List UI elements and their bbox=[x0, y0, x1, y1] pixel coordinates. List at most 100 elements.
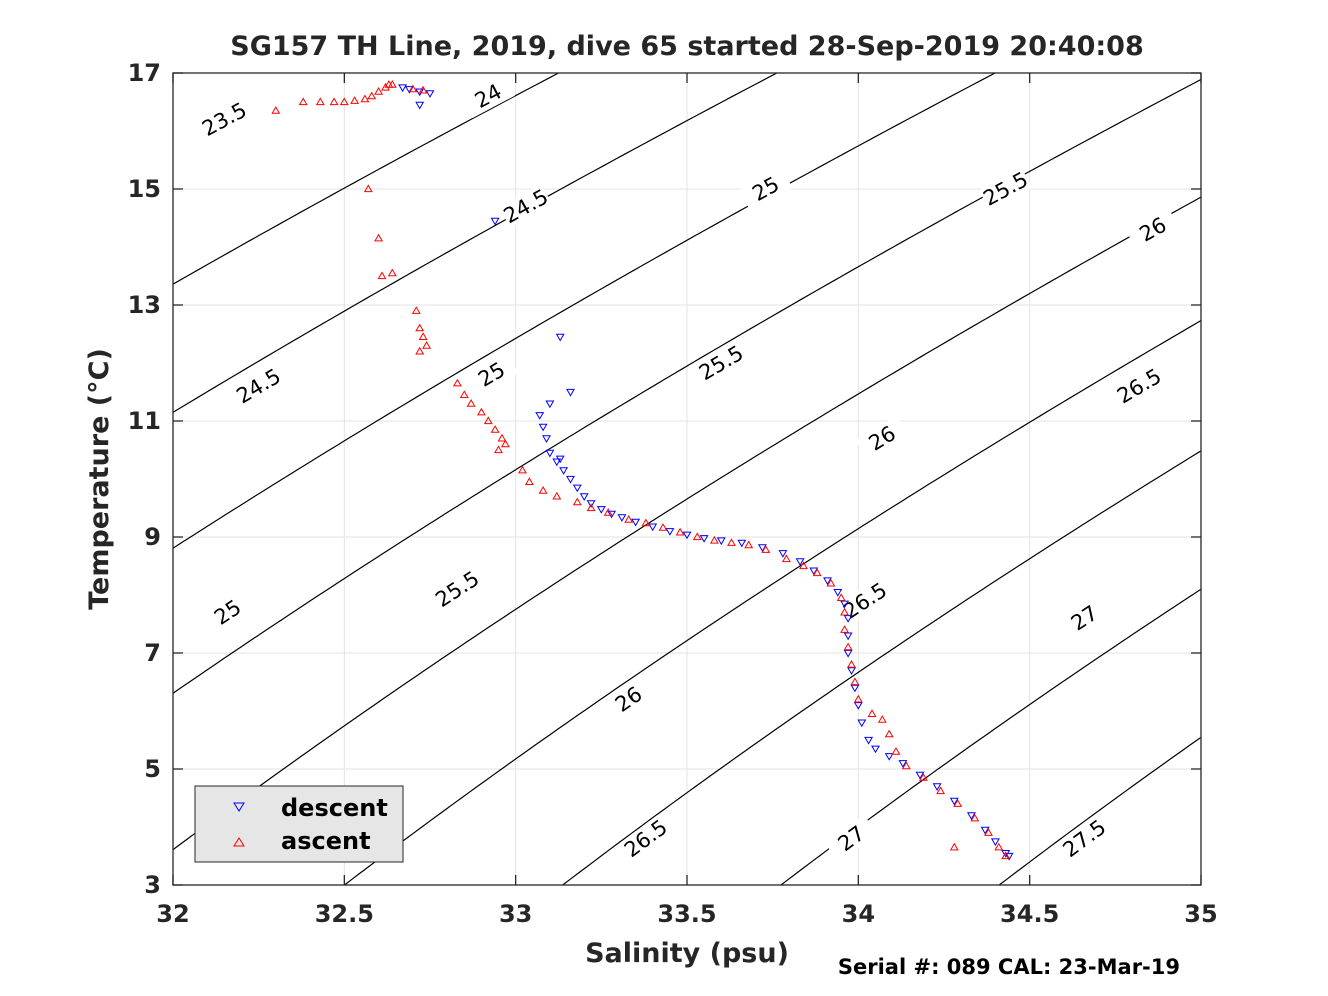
descent-point-26 bbox=[682, 531, 692, 540]
ascent-point-43 bbox=[692, 532, 702, 541]
ascent-point-12 bbox=[408, 84, 418, 93]
legend-ascent-label: ascent bbox=[281, 827, 371, 855]
contour-line-25-5 bbox=[173, 196, 1201, 851]
ascent-point-0 bbox=[271, 106, 281, 114]
ascent-point-52 bbox=[836, 593, 846, 601]
ascent-point-58 bbox=[853, 694, 863, 703]
legend-ascent-marker bbox=[233, 837, 245, 847]
descent-point-47 bbox=[898, 760, 908, 768]
descent-point-29 bbox=[737, 539, 747, 548]
ascent-point-66 bbox=[953, 799, 963, 807]
ascent-point-31 bbox=[494, 445, 503, 454]
ascent-point-37 bbox=[586, 503, 596, 512]
descent-point-13 bbox=[552, 458, 562, 467]
legend-box bbox=[194, 785, 404, 863]
descent-point-5 bbox=[490, 217, 500, 226]
ascent-point-51 bbox=[826, 578, 836, 587]
ascent-point-36 bbox=[572, 497, 582, 506]
x-tick-label: 32.5 bbox=[315, 900, 374, 928]
ascent-point-13 bbox=[418, 85, 428, 94]
descent-point-21 bbox=[607, 510, 617, 519]
legend-descent-label: descent bbox=[281, 794, 388, 822]
ascent-point-55 bbox=[843, 642, 853, 651]
contour-label-bg bbox=[855, 415, 910, 462]
ascent-point-32 bbox=[518, 465, 527, 474]
descent-point-35 bbox=[833, 589, 843, 597]
descent-point-14 bbox=[555, 455, 565, 464]
data-points bbox=[233, 80, 1014, 861]
contour-label-bg bbox=[499, 184, 553, 229]
y-tick-label: 5 bbox=[144, 755, 161, 783]
contour-label-bg bbox=[430, 566, 485, 613]
ascent-point-29 bbox=[497, 433, 507, 442]
descent-point-38 bbox=[843, 632, 853, 641]
descent-point-30 bbox=[757, 544, 767, 552]
descent-point-46 bbox=[884, 753, 894, 761]
ascent-point-11 bbox=[387, 80, 397, 88]
y-tick-label: 15 bbox=[128, 175, 161, 203]
ascent-point-44 bbox=[709, 535, 719, 544]
descent-point-11 bbox=[542, 435, 551, 443]
descent-point-55 bbox=[1004, 852, 1014, 861]
descent-point-23 bbox=[631, 518, 641, 527]
contour-line-26 bbox=[344, 319, 1201, 885]
contour-label-bg bbox=[838, 577, 892, 624]
ascent-point-3 bbox=[329, 97, 339, 106]
descent-point-22 bbox=[617, 514, 627, 522]
x-tick-label: 32 bbox=[156, 900, 189, 928]
serial-cal-footer: Serial #: 089 CAL: 23-Mar-19 bbox=[838, 955, 1180, 979]
descent-point-3 bbox=[425, 90, 435, 98]
ascent-point-50 bbox=[812, 568, 822, 577]
ascent-point-21 bbox=[422, 341, 432, 349]
contour-label-bg bbox=[201, 589, 255, 636]
contour-label-bg bbox=[602, 675, 656, 723]
ascent-point-18 bbox=[411, 306, 421, 314]
ascent-point-53 bbox=[840, 607, 850, 616]
contour-line-23-5 bbox=[173, 73, 559, 285]
y-tick-label: 11 bbox=[128, 407, 161, 435]
contour-label-bg bbox=[197, 97, 252, 142]
descent-point-27 bbox=[699, 535, 709, 543]
y-tick-label: 13 bbox=[128, 291, 161, 319]
descent-point-42 bbox=[853, 702, 863, 710]
descent-point-40 bbox=[847, 667, 856, 675]
ascent-point-54 bbox=[840, 625, 850, 633]
contour-label-bg bbox=[619, 814, 673, 863]
x-tick-label: 34 bbox=[842, 900, 875, 928]
ascent-point-40 bbox=[641, 518, 651, 527]
y-tick-label: 7 bbox=[144, 639, 161, 667]
legend: descent ascent bbox=[194, 785, 404, 863]
descent-point-34 bbox=[823, 577, 832, 586]
contour-label-bg bbox=[694, 340, 749, 386]
contour-label-bg bbox=[978, 166, 1033, 212]
ascent-point-65 bbox=[936, 786, 946, 795]
ascent-point-30 bbox=[500, 439, 510, 448]
contour-label-bg bbox=[461, 74, 516, 119]
ascent-point-69 bbox=[994, 842, 1004, 851]
ascent-point-16 bbox=[377, 271, 387, 280]
contour-line-27-5 bbox=[998, 736, 1201, 885]
ascent-point-70 bbox=[1001, 851, 1011, 860]
ascent-point-60 bbox=[877, 715, 887, 723]
contour-label-bg bbox=[1057, 594, 1112, 642]
descent-point-41 bbox=[850, 684, 860, 693]
ascent-point-67 bbox=[970, 813, 980, 822]
ascent-point-41 bbox=[658, 523, 668, 531]
descent-point-53 bbox=[990, 838, 1000, 847]
x-tick-label: 33 bbox=[499, 900, 532, 928]
ascent-point-48 bbox=[781, 554, 791, 563]
descent-point-16 bbox=[566, 475, 575, 484]
descent-point-6 bbox=[555, 333, 565, 342]
x-tick-label: 33.5 bbox=[657, 900, 716, 928]
descent-point-12 bbox=[545, 449, 555, 458]
descent-point-15 bbox=[559, 467, 569, 475]
contour-line-27 bbox=[780, 588, 1201, 885]
descent-point-8 bbox=[545, 400, 555, 409]
ascent-point-46 bbox=[744, 540, 754, 549]
y-tick-label: 3 bbox=[144, 871, 161, 899]
descent-point-7 bbox=[566, 388, 575, 397]
ascent-point-71 bbox=[949, 842, 959, 851]
ascent-point-4 bbox=[339, 97, 349, 106]
